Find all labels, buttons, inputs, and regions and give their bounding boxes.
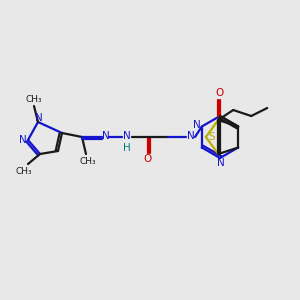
Text: O: O	[216, 88, 224, 98]
Text: N: N	[123, 131, 131, 141]
Text: N: N	[193, 121, 201, 130]
Text: H: H	[123, 143, 131, 153]
Text: O: O	[144, 154, 152, 164]
Text: N: N	[35, 113, 43, 123]
Text: S: S	[208, 132, 215, 142]
Text: CH₃: CH₃	[26, 94, 42, 103]
Text: CH₃: CH₃	[80, 157, 96, 166]
Text: CH₃: CH₃	[16, 167, 32, 176]
Text: N: N	[19, 135, 27, 145]
Text: N: N	[217, 158, 225, 168]
Text: N: N	[102, 131, 110, 141]
Text: N: N	[187, 131, 195, 141]
